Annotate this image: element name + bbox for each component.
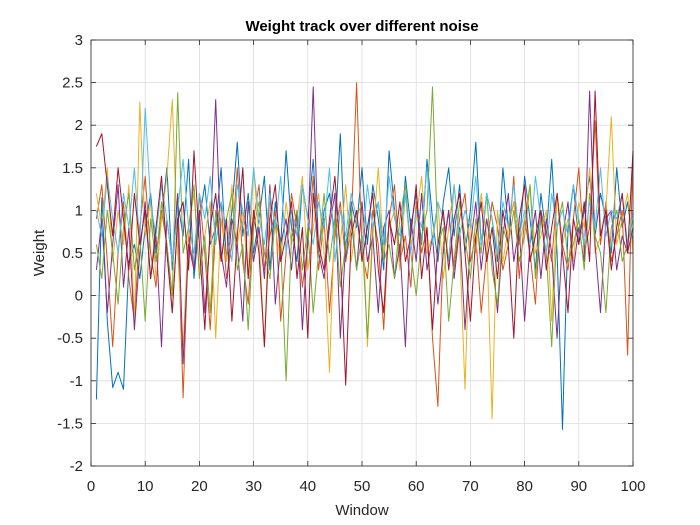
x-tick-labels: 0 10 20 30 40 50 60 70 80 90 100 [87,478,646,495]
chart-title: Weight track over different noise [245,18,478,35]
x-tick-label: 90 [570,478,587,495]
x-tick-label: 50 [354,478,371,495]
x-tick-label: 60 [408,478,425,495]
y-tick-label: -2 [70,458,83,475]
data-series-group [95,82,634,430]
series-line-3 [95,99,634,420]
x-tick-label: 70 [462,478,479,495]
y-axis-label: Weight [31,229,48,276]
x-tick-label: 100 [620,478,645,495]
x-axis-label: Window [335,502,389,519]
y-tick-label: -0.5 [57,330,83,347]
x-tick-label: 0 [87,478,95,495]
x-tick-label: 30 [245,478,262,495]
y-tick-label: 2.5 [62,75,83,92]
x-tick-label: 40 [299,478,316,495]
y-tick-label: 0.5 [62,245,83,262]
y-tick-label: 1 [75,202,83,219]
series-line-7 [95,90,634,386]
y-tick-label: 0 [75,288,83,305]
y-tick-labels: -2 -1.5 -1 -0.5 0 0.5 1 1.5 2 2.5 3 [57,32,83,475]
y-tick-label: -1.5 [57,415,83,432]
y-tick-label: 1.5 [62,160,83,177]
x-tick-label: 80 [516,478,533,495]
axis-ticks [90,39,634,467]
series-line-4 [95,86,634,365]
x-tick-label: 20 [191,478,208,495]
y-tick-label: -1 [70,373,83,390]
y-tick-label: 3 [75,32,83,49]
x-tick-label: 10 [137,478,154,495]
y-tick-label: 2 [75,117,83,134]
